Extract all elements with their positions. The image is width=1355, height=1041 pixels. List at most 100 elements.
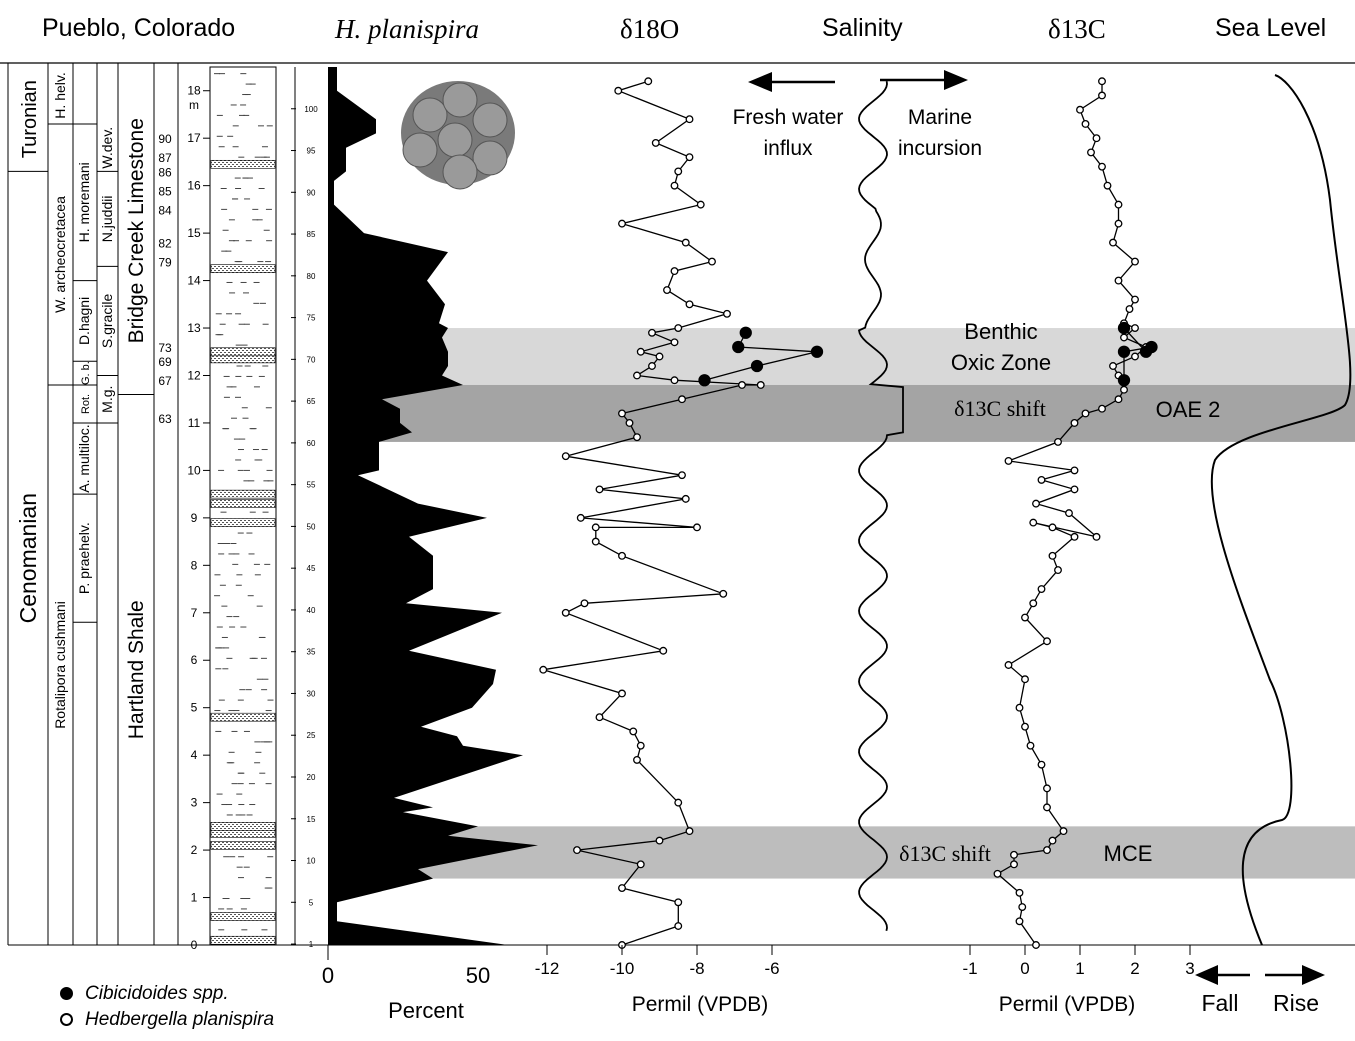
limestone-bed bbox=[210, 712, 276, 722]
hedbergella-data-point bbox=[1070, 418, 1079, 427]
hedbergella-data-point bbox=[1081, 120, 1090, 128]
hedbergella-data-point bbox=[1004, 456, 1013, 465]
subzone-label: H. moremani bbox=[76, 162, 92, 242]
hedbergella-data-point bbox=[655, 836, 664, 845]
percent-tick-label: 50 bbox=[466, 963, 490, 988]
hedbergella-data-point bbox=[1037, 585, 1046, 594]
zone-label: Rotalipora cushmani bbox=[52, 601, 68, 729]
hedbergella-data-point bbox=[618, 219, 626, 228]
d13c-tick-label: 2 bbox=[1130, 959, 1139, 978]
d18o-tick-label: -6 bbox=[764, 959, 779, 978]
cibicidoides-data-point bbox=[1139, 345, 1153, 358]
hedbergella-data-point bbox=[1004, 661, 1013, 669]
sample-tick-label: 70 bbox=[307, 355, 316, 364]
h-planispira-abundance-area bbox=[328, 67, 538, 945]
hedbergella-data-point bbox=[1054, 566, 1062, 575]
limestone-bed bbox=[210, 264, 276, 274]
hedbergella-data-point bbox=[659, 646, 668, 655]
hedbergella-data-point bbox=[674, 898, 683, 907]
hedbergella-data-point bbox=[1131, 295, 1139, 304]
hedbergella-data-point bbox=[678, 395, 686, 404]
limestone-bed bbox=[210, 347, 276, 357]
hedbergella-data-point bbox=[636, 347, 645, 356]
right-arrow-icon bbox=[944, 70, 968, 90]
hedbergella-data-point bbox=[618, 551, 626, 560]
hedbergella-data-point bbox=[993, 869, 1002, 878]
sample-tick-label: 60 bbox=[307, 439, 316, 448]
hedbergella-data-point bbox=[1114, 395, 1123, 404]
hedbergella-data-point bbox=[614, 86, 623, 95]
meter-tick-label: 3 bbox=[191, 796, 198, 810]
meter-tick-label: 15 bbox=[187, 226, 201, 240]
salinity-label: Marine bbox=[908, 106, 972, 129]
hedbergella-data-point bbox=[1120, 333, 1128, 342]
limestone-bed bbox=[210, 489, 276, 499]
hedbergella-data-point bbox=[738, 381, 746, 389]
hedbergella-data-point bbox=[573, 846, 581, 855]
hedbergella-data-point bbox=[1065, 509, 1073, 518]
hedbergella-data-point bbox=[674, 922, 683, 930]
zone-label: S.gracile bbox=[99, 293, 115, 348]
sample-tick-label: 10 bbox=[307, 857, 316, 866]
hedbergella-data-point bbox=[1103, 181, 1112, 190]
bed-number: 84 bbox=[158, 203, 172, 217]
hedbergella-data-point bbox=[1054, 437, 1062, 446]
sample-tick-label: 30 bbox=[307, 689, 316, 698]
band-label: MCE bbox=[1104, 841, 1153, 866]
hedbergella-data-point bbox=[1048, 523, 1057, 532]
bed-number: 87 bbox=[158, 151, 172, 165]
cibicidoides-data-point bbox=[1117, 374, 1131, 387]
band-label: OAE 2 bbox=[1156, 397, 1221, 422]
meter-tick-label: 9 bbox=[191, 511, 198, 525]
band-label: δ13C shift bbox=[899, 841, 991, 866]
hedbergella-data-point bbox=[1125, 305, 1134, 313]
sample-tick-label: 35 bbox=[307, 648, 316, 657]
salinity-label: incursion bbox=[898, 137, 982, 160]
header-salinity: Salinity bbox=[822, 14, 903, 42]
hedbergella-data-point bbox=[1092, 532, 1101, 541]
meter-unit-label: m bbox=[189, 98, 199, 112]
hedbergella-data-point bbox=[625, 418, 634, 427]
hedbergella-data-point bbox=[1015, 917, 1024, 926]
sample-tick-label: 15 bbox=[307, 815, 316, 824]
d18o-tick-label: -8 bbox=[689, 959, 704, 978]
d13c-tick-label: 0 bbox=[1020, 959, 1029, 978]
hedbergella-data-point bbox=[723, 309, 731, 318]
hedbergella-data-point bbox=[1015, 888, 1024, 897]
hedbergella-data-point bbox=[685, 827, 694, 836]
bed-number: 63 bbox=[158, 412, 172, 426]
hedbergella-data-point bbox=[696, 200, 705, 209]
hedbergella-data-point bbox=[756, 381, 765, 389]
hedbergella-data-point bbox=[674, 167, 683, 176]
limestone-bed bbox=[210, 354, 276, 364]
band-label: Oxic Zone bbox=[951, 350, 1051, 375]
d18o-tick-label: -12 bbox=[535, 959, 560, 978]
hedbergella-data-point bbox=[1109, 238, 1117, 247]
zone-label: M.g. bbox=[99, 386, 115, 413]
chamber-shape bbox=[412, 97, 448, 133]
stage-label: Cenomanian bbox=[15, 493, 41, 623]
sample-tick-label: 40 bbox=[307, 606, 316, 615]
hedbergella-data-point bbox=[1070, 485, 1079, 494]
limestone-bed bbox=[210, 499, 276, 508]
hedbergella-data-point bbox=[663, 286, 671, 295]
salinity-curve bbox=[857, 81, 904, 931]
subzone-label: G. b. bbox=[80, 361, 92, 385]
header-sea-level: Sea Level bbox=[1215, 14, 1327, 42]
hedbergella-data-point bbox=[1021, 722, 1029, 731]
hedbergella-data-point bbox=[648, 362, 656, 370]
zone-label: W.dev. bbox=[99, 127, 115, 169]
header-species: H. planispira bbox=[335, 14, 480, 44]
sample-tick-label: 95 bbox=[307, 147, 316, 156]
band-label: Benthic bbox=[964, 319, 1037, 344]
sample-tick-label: 65 bbox=[307, 397, 316, 406]
meter-tick-label: 10 bbox=[187, 463, 201, 477]
hedbergella-data-point bbox=[595, 485, 604, 494]
hedbergella-data-point bbox=[1070, 466, 1079, 475]
hedbergella-data-point bbox=[1010, 860, 1018, 869]
hedbergella-data-point bbox=[1026, 741, 1035, 750]
limestone-bed bbox=[210, 912, 276, 921]
meter-tick-label: 8 bbox=[191, 558, 198, 572]
sample-tick-label: 90 bbox=[307, 188, 316, 197]
hedbergella-data-point bbox=[719, 589, 728, 598]
